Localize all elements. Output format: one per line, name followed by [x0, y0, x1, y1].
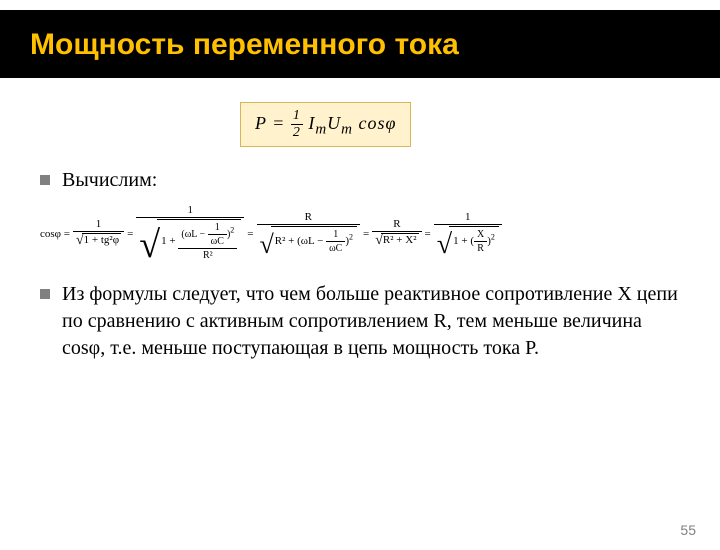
eq-term5-one: 1 +: [453, 235, 470, 247]
eq-term4-den: √R² + X²: [372, 231, 421, 249]
bullet-1-text: Вычислим:: [62, 167, 157, 194]
bullet-1: Вычислим:: [40, 167, 680, 194]
eq-term2-1: 1: [208, 222, 227, 234]
eq-term5-den: √ 1 + (XR)2: [434, 224, 502, 256]
eq-term4-radicand: R² + X²: [381, 233, 419, 249]
eq-term3-r2: R² +: [275, 235, 297, 247]
eq-term1-num: 1: [73, 218, 124, 231]
eq-term4-num: R: [372, 218, 421, 231]
bullet-icon: [40, 175, 50, 185]
eq-term2-inner-frac: (ωL − 1ωC)2 R²: [178, 222, 237, 261]
eq-term5: 1 √ 1 + (XR)2: [434, 211, 502, 256]
eq-term2: 1 √ 1 + (ωL − 1ωC)2 R²: [136, 204, 244, 263]
eq-term1-den: √1 + tg²φ: [73, 231, 124, 249]
bullet-2-text: Из формулы следует, что чем больше реакт…: [62, 281, 680, 362]
eq-term3-1: 1: [326, 229, 345, 241]
eq-term5-x: X: [474, 229, 487, 241]
eq-term3-paren: ωL −: [301, 235, 326, 247]
power-formula: P = 12 ImUm cosφ: [255, 113, 396, 133]
eq-term2-wc: ωC: [208, 234, 227, 247]
power-formula-box: P = 12 ImUm cosφ: [240, 102, 411, 147]
eq-term5-r: R: [474, 241, 487, 254]
title-band: Мощность переменного тока: [0, 10, 720, 78]
content-area: P = 12 ImUm cosφ Вычислим: cosφ = 1 √1 +…: [0, 78, 720, 362]
eq-sign-3: =: [363, 228, 369, 240]
eq-term3-den: √ R² + (ωL − 1ωC)2: [257, 224, 361, 256]
eq-term2-r2: R²: [178, 248, 237, 261]
bullet-2: Из формулы следует, что чем больше реакт…: [40, 281, 680, 362]
eq-term4: R √R² + X²: [372, 218, 421, 249]
eq-term1: 1 √1 + tg²φ: [73, 218, 124, 249]
eq-lhs: cosφ =: [40, 228, 70, 240]
eq-sign-4: =: [425, 228, 431, 240]
eq-term2-one: 1 +: [161, 235, 175, 247]
eq-term2-paren: ωL −: [185, 229, 208, 240]
slide-title: Мощность переменного тока: [30, 28, 690, 62]
eq-term2-den: √ 1 + (ωL − 1ωC)2 R²: [136, 217, 244, 263]
eq-term3-num: R: [257, 211, 361, 224]
eq-sign-1: =: [127, 228, 133, 240]
page-number: 55: [680, 522, 696, 538]
eq-term5-num: 1: [434, 211, 502, 224]
bullet-icon: [40, 289, 50, 299]
eq-term3-wc: ωC: [326, 241, 345, 254]
cosphi-derivation: cosφ = 1 √1 + tg²φ = 1 √ 1 + (ωL − 1ωC)2: [40, 204, 680, 263]
eq-sign-2: =: [247, 228, 253, 240]
eq-term3: R √ R² + (ωL − 1ωC)2: [257, 211, 361, 256]
eq-term2-num: 1: [136, 204, 244, 217]
eq-term1-radicand: 1 + tg²φ: [82, 233, 121, 249]
